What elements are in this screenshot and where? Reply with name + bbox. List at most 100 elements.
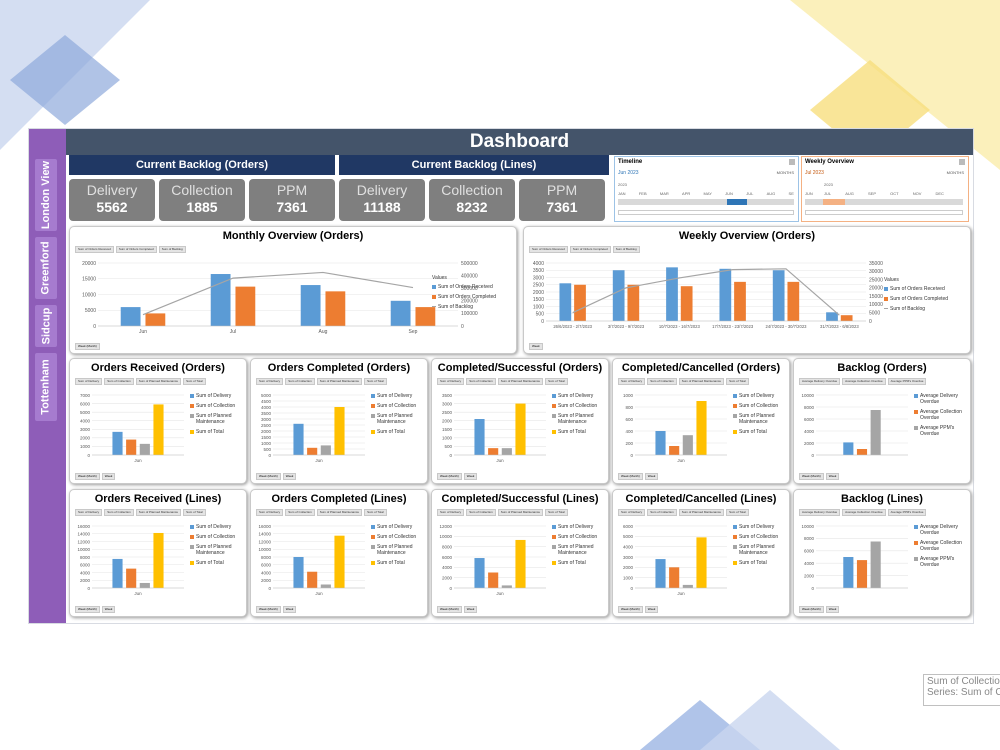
weekly-overview-slicer[interactable]: Weekly Overview Jul 2023 MONTHS 2023 JUN… xyxy=(801,156,969,222)
field-button[interactable]: Sum of Collection xyxy=(647,509,677,516)
filter-dropdown[interactable]: Week (Month) xyxy=(75,343,100,350)
bar[interactable] xyxy=(474,558,485,588)
filter-dropdown[interactable]: Week (Month) xyxy=(799,606,824,613)
field-button[interactable]: Average Collection Overdue xyxy=(842,378,886,385)
bar[interactable] xyxy=(474,419,485,455)
field-button[interactable]: Sum of Delivery xyxy=(437,509,465,516)
filter-dropdown[interactable]: Week xyxy=(825,606,840,613)
bar[interactable] xyxy=(734,281,746,321)
bar[interactable] xyxy=(501,585,512,588)
filter-dropdown[interactable]: Week xyxy=(101,473,116,480)
bar[interactable] xyxy=(719,268,732,321)
bar[interactable] xyxy=(153,404,164,455)
filter-dropdown[interactable]: Week xyxy=(644,473,659,480)
field-button[interactable]: Sum of Planned Maintenance xyxy=(678,509,725,516)
bar[interactable] xyxy=(293,557,304,588)
field-button[interactable]: Sum of Total xyxy=(364,378,387,385)
filter-dropdown[interactable]: Week xyxy=(463,473,478,480)
field-button[interactable]: Sum of Collection xyxy=(466,378,496,385)
field-button[interactable]: Sum of Total xyxy=(183,378,206,385)
bar[interactable] xyxy=(112,558,123,588)
field-button[interactable]: Sum of Total xyxy=(726,509,749,516)
filter-dropdown[interactable]: Week (Month) xyxy=(75,473,100,480)
field-button[interactable]: Sum of Collection xyxy=(466,509,496,516)
filter-dropdown[interactable]: Week xyxy=(463,606,478,613)
sidebar-item-london-view[interactable]: London View xyxy=(35,159,57,231)
bar[interactable] xyxy=(669,446,680,455)
bar[interactable] xyxy=(120,307,141,326)
field-button[interactable]: Sum of Planned Maintenance xyxy=(135,509,182,516)
field-button[interactable]: Sum of Delivery xyxy=(256,378,284,385)
timeline-track[interactable] xyxy=(618,199,794,205)
field-button[interactable]: Average PPM's Overdue xyxy=(887,509,927,516)
slicer-mode-dropdown[interactable]: MONTHS xyxy=(946,170,964,175)
bar[interactable] xyxy=(772,270,785,321)
bar[interactable] xyxy=(843,557,854,588)
field-button[interactable]: Sum of Delivery xyxy=(256,509,284,516)
bar[interactable] xyxy=(320,584,331,588)
filter-dropdown[interactable]: Week (Month) xyxy=(799,473,824,480)
field-button[interactable]: Sum of Total xyxy=(183,509,206,516)
bar[interactable] xyxy=(112,431,123,455)
field-button[interactable]: Sum of Total xyxy=(545,378,568,385)
field-button[interactable]: Sum of Planned Maintenance xyxy=(497,378,544,385)
timeline-scrollbar[interactable] xyxy=(618,210,794,215)
timeline-track[interactable] xyxy=(805,199,963,205)
bar[interactable] xyxy=(655,559,666,588)
bar[interactable] xyxy=(870,541,881,589)
sidebar-item-greenford[interactable]: Greenford xyxy=(35,237,57,299)
filter-dropdown[interactable]: Week (Month) xyxy=(75,606,100,613)
field-button[interactable]: Sum of Collection xyxy=(285,378,315,385)
bar[interactable] xyxy=(856,449,868,455)
bar[interactable] xyxy=(826,312,838,321)
bar[interactable] xyxy=(870,410,881,455)
field-button[interactable]: Average Delivery Overdue xyxy=(799,378,841,385)
timeline-selection[interactable] xyxy=(823,199,845,205)
filter-dropdown[interactable]: Week xyxy=(101,606,116,613)
bar[interactable] xyxy=(307,447,318,455)
field-button[interactable]: Sum of Orders Received xyxy=(529,246,568,253)
backlog-line[interactable] xyxy=(572,268,840,316)
sidebar-item-tottenham[interactable]: Tottenham xyxy=(35,353,57,421)
timeline-selection[interactable] xyxy=(727,199,747,205)
filter-dropdown[interactable]: Week (Month) xyxy=(618,606,643,613)
bar[interactable] xyxy=(559,283,572,321)
bar[interactable] xyxy=(300,285,321,326)
bar[interactable] xyxy=(126,568,137,588)
field-button[interactable]: Average Delivery Overdue xyxy=(799,509,841,516)
filter-dropdown[interactable]: Week xyxy=(825,473,840,480)
bar[interactable] xyxy=(680,286,693,321)
field-button[interactable]: Sum of Delivery xyxy=(618,509,646,516)
field-button[interactable]: Sum of Collection xyxy=(285,509,315,516)
bar[interactable] xyxy=(627,284,640,321)
slicer-mode-dropdown[interactable]: MONTHS xyxy=(776,170,794,175)
filter-dropdown[interactable]: Week (Month) xyxy=(437,473,462,480)
field-button[interactable]: Average PPM's Overdue xyxy=(887,378,927,385)
bar[interactable] xyxy=(682,584,693,588)
filter-dropdown[interactable]: Week xyxy=(282,473,297,480)
field-button[interactable]: Sum of Delivery xyxy=(437,378,465,385)
field-button[interactable]: Sum of Planned Maintenance xyxy=(678,378,725,385)
bar[interactable] xyxy=(390,300,411,326)
field-button[interactable]: Sum of Collection xyxy=(104,378,134,385)
sidebar-item-sidcup[interactable]: Sidcup xyxy=(35,305,57,347)
filter-dropdown[interactable]: Week (Month) xyxy=(256,606,281,613)
field-button[interactable]: Sum of Total xyxy=(364,509,387,516)
clear-filter-icon[interactable] xyxy=(789,159,795,165)
field-button[interactable]: Sum of Collection xyxy=(647,378,677,385)
bar[interactable] xyxy=(840,315,853,321)
filter-dropdown[interactable]: Week (Month) xyxy=(437,606,462,613)
bar[interactable] xyxy=(325,291,346,326)
field-button[interactable]: Sum of Planned Maintenance xyxy=(316,509,363,516)
field-button[interactable]: Sum of Planned Maintenance xyxy=(135,378,182,385)
bar[interactable] xyxy=(307,571,318,588)
bar[interactable] xyxy=(655,431,666,455)
field-button[interactable]: Sum of Delivery xyxy=(75,378,103,385)
bar[interactable] xyxy=(153,532,164,588)
bar[interactable] xyxy=(334,407,345,455)
field-button[interactable]: Sum of Delivery xyxy=(618,378,646,385)
bar[interactable] xyxy=(696,537,707,588)
bar[interactable] xyxy=(334,535,345,588)
field-button[interactable]: Sum of Orders Received xyxy=(75,246,114,253)
field-button[interactable]: Sum of Orders Completed xyxy=(115,246,157,253)
